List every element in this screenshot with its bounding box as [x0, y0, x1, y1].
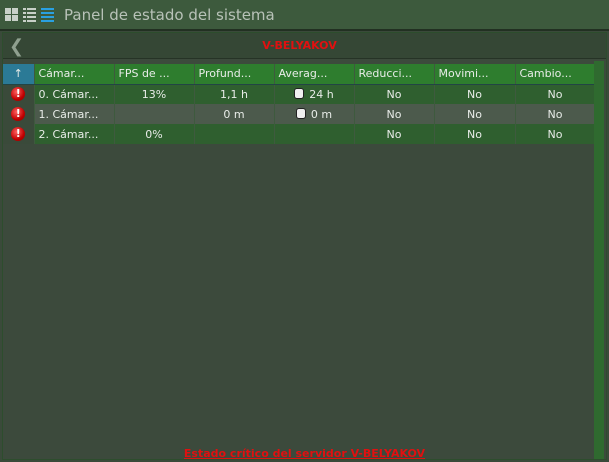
- average-cell: 0 m: [274, 104, 355, 124]
- fps-cell: 13%: [114, 84, 195, 104]
- camera-name: 2. Cámar...: [34, 124, 115, 144]
- change-cell: No: [515, 124, 596, 144]
- sort-arrow-icon[interactable]: ↑: [3, 64, 35, 85]
- table-row[interactable]: ! 2. Cámar... 0% No No No: [3, 124, 596, 144]
- list-view-icon[interactable]: [22, 7, 37, 22]
- title-bar: Panel de estado del sistema: [0, 0, 609, 31]
- column-header[interactable]: Cámar...: [34, 64, 115, 85]
- change-cell: No: [515, 104, 596, 124]
- grid-view-icon[interactable]: [4, 7, 19, 22]
- server-bar: ❮ V-BELYAKOV: [3, 33, 606, 59]
- camera-name: 1. Cámar...: [34, 104, 115, 124]
- column-header[interactable]: Averag...: [274, 64, 355, 85]
- table-view-icon[interactable]: [40, 7, 55, 22]
- fps-cell: 0%: [114, 124, 195, 144]
- column-header[interactable]: Movimi...: [434, 64, 516, 85]
- average-value: 24 h: [309, 87, 334, 101]
- scrollbar[interactable]: [594, 61, 604, 459]
- disk-icon: [294, 87, 305, 99]
- average-value: 0 m: [310, 107, 333, 121]
- motion-cell: No: [434, 124, 516, 144]
- disk-icon: [295, 107, 306, 119]
- table-row[interactable]: ! 1. Cámar... 0 m 0 m No No No: [3, 104, 596, 124]
- critical-alert-icon: !: [11, 127, 26, 141]
- reduction-cell: No: [354, 104, 435, 124]
- average-cell: 24 h: [274, 84, 355, 104]
- critical-alert-icon: !: [11, 107, 26, 121]
- table-row[interactable]: ! 0. Cámar... 13% 1,1 h 24 h No No No: [3, 84, 596, 104]
- status-panel: ❮ V-BELYAKOV ↑ Cámar... FPS de ... Profu…: [2, 32, 607, 460]
- average-cell: [274, 124, 355, 144]
- page-title: Panel de estado del sistema: [64, 5, 275, 24]
- motion-cell: No: [434, 104, 516, 124]
- critical-status-link[interactable]: Estado crítico del servidor V-BELYAKOV: [183, 447, 426, 460]
- depth-cell: [194, 124, 275, 144]
- reduction-cell: No: [354, 84, 435, 104]
- column-header[interactable]: FPS de ...: [114, 64, 195, 85]
- column-header[interactable]: Cambio...: [515, 64, 596, 85]
- depth-cell: 1,1 h: [194, 84, 275, 104]
- fps-cell: [114, 104, 195, 124]
- change-cell: No: [515, 84, 596, 104]
- column-header[interactable]: Reducci...: [354, 64, 435, 85]
- server-name: V-BELYAKOV: [262, 39, 337, 52]
- critical-alert-icon: !: [11, 87, 26, 102]
- reduction-cell: No: [354, 124, 435, 144]
- camera-status-table: ↑ Cámar... FPS de ... Profund... Averag.…: [3, 64, 596, 144]
- depth-cell: 0 m: [194, 104, 275, 124]
- motion-cell: No: [434, 84, 516, 104]
- back-arrow-icon[interactable]: ❮: [9, 36, 25, 57]
- table-header: ↑ Cámar... FPS de ... Profund... Averag.…: [3, 64, 596, 85]
- column-header[interactable]: Profund...: [194, 64, 275, 85]
- camera-name: 0. Cámar...: [34, 84, 115, 104]
